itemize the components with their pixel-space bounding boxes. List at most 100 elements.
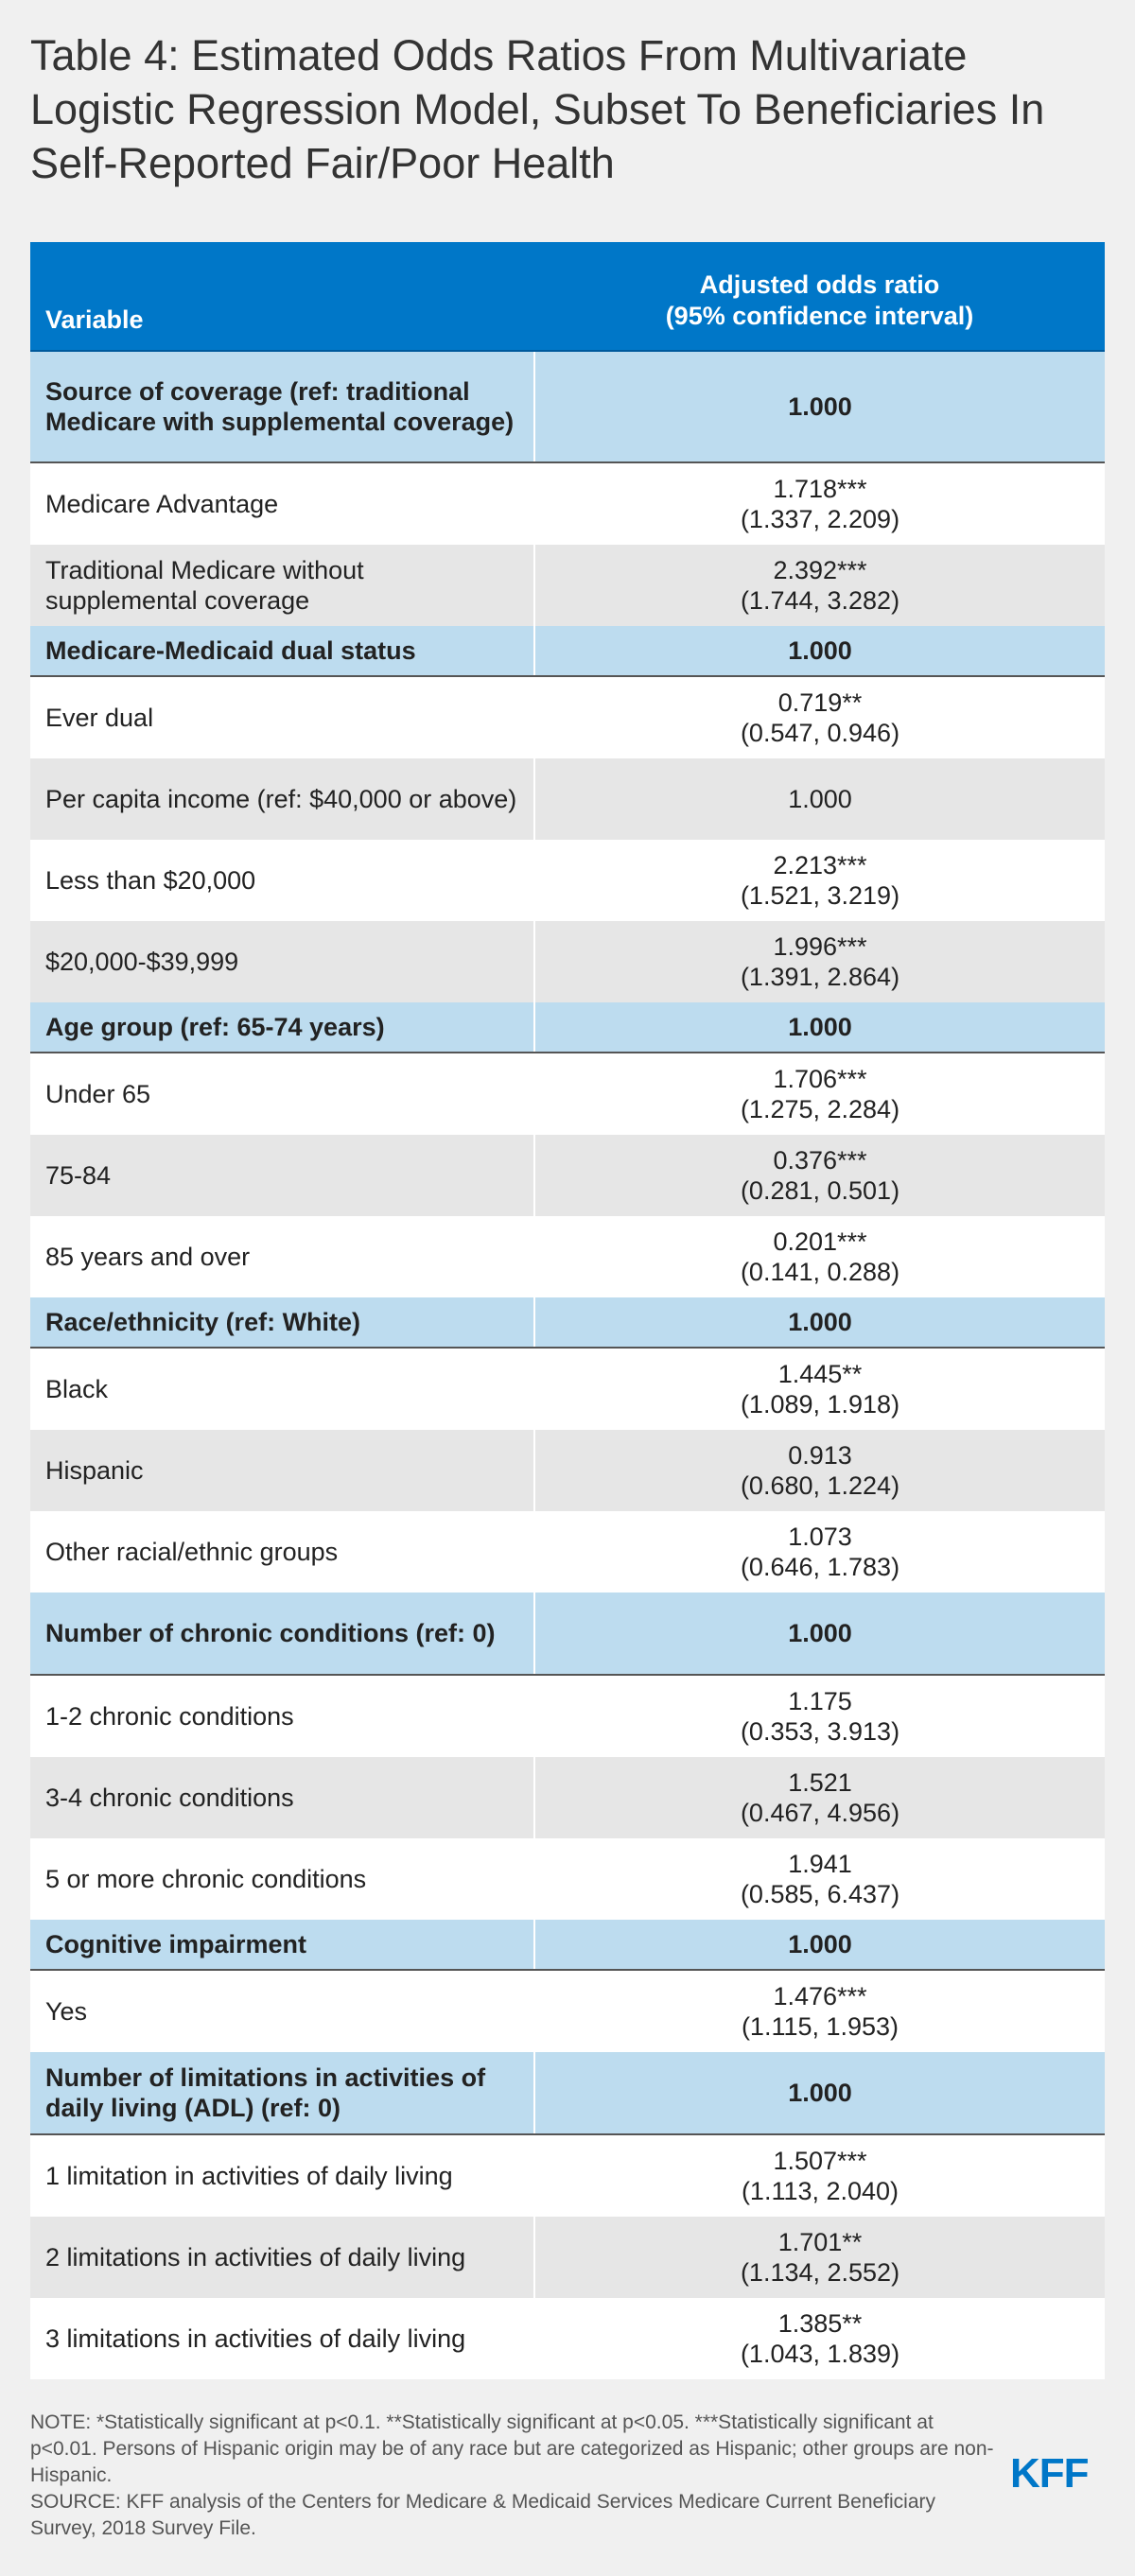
row-odds-ratio-cell: 1.073 (0.646, 1.783) xyxy=(533,1511,1105,1593)
row-label: Medicare-Medicaid dual status xyxy=(30,626,534,677)
confidence-interval: (0.585, 6.437) xyxy=(740,1880,900,1908)
table-row: 5 or more chronic conditions 1.941 (0.585,… xyxy=(30,1838,1105,1920)
table-row: Yes 1.476*** (1.115, 1.953) xyxy=(30,1970,1105,2052)
row-label: Race/ethnicity (ref: White) xyxy=(30,1297,534,1349)
odds-ratio-value: 1.175 xyxy=(788,1687,852,1715)
row-label: Cognitive impairment xyxy=(30,1920,534,1971)
table-section-row: Age group (ref: 65-74 years) 1.000 xyxy=(30,1002,1105,1053)
confidence-interval: (0.141, 0.288) xyxy=(740,1258,900,1286)
confidence-interval: (0.646, 1.783) xyxy=(740,1553,900,1581)
odds-ratio-value: 1.996*** xyxy=(773,932,867,961)
confidence-interval: (1.134, 2.552) xyxy=(740,2258,900,2287)
table-section-row: Source of coverage (ref: traditional Med… xyxy=(30,351,1105,463)
table-row: Medicare Advantage 1.718*** (1.337, 2.209) xyxy=(30,462,1105,545)
row-label: Age group (ref: 65-74 years) xyxy=(30,1002,534,1053)
confidence-interval: (0.467, 4.956) xyxy=(740,1799,900,1827)
row-odds-ratio-cell: 2.213*** (1.521, 3.219) xyxy=(533,840,1105,921)
row-label: Ever dual xyxy=(30,676,534,758)
table-row: Ever dual 0.719** (0.547, 0.946) xyxy=(30,676,1105,758)
row-odds-ratio-cell: 1.521 (0.467, 4.956) xyxy=(533,1757,1105,1838)
row-label: 1-2 chronic conditions xyxy=(30,1675,534,1757)
table-section-row: Medicare-Medicaid dual status 1.000 xyxy=(30,626,1105,677)
page-title: Table 4: Estimated Odds Ratios From Mult… xyxy=(30,31,1045,187)
odds-ratio-value: 1.000 xyxy=(788,1308,852,1336)
row-label: Number of chronic conditions (ref: 0) xyxy=(30,1593,534,1676)
odds-ratio-value: 1.507*** xyxy=(773,2147,867,2175)
confidence-interval: (0.281, 0.501) xyxy=(740,1176,900,1205)
confidence-interval: (1.391, 2.864) xyxy=(740,963,900,991)
table-row: Under 65 1.706*** (1.275, 2.284) xyxy=(30,1053,1105,1135)
row-label: Number of limitations in activities of d… xyxy=(30,2052,534,2135)
confidence-interval: (1.275, 2.284) xyxy=(740,1095,900,1123)
row-odds-ratio-cell: 1.476*** (1.115, 1.953) xyxy=(533,1970,1105,2052)
table-row: $20,000-$39,999 1.996*** (1.391, 2.864) xyxy=(30,921,1105,1002)
odds-ratio-value: 1.706*** xyxy=(773,1065,867,1093)
table-row: Per capita income (ref: $40,000 or above… xyxy=(30,758,1105,840)
row-label: Traditional Medicare without supplementa… xyxy=(30,545,534,626)
row-odds-ratio-cell: 1.385** (1.043, 1.839) xyxy=(533,2298,1105,2379)
row-label: 75-84 xyxy=(30,1135,534,1216)
confidence-interval: (1.337, 2.209) xyxy=(740,505,900,533)
odds-ratio-value: 0.719** xyxy=(777,688,863,717)
header-variable: Variable xyxy=(30,242,534,352)
row-label: 5 or more chronic conditions xyxy=(30,1838,534,1920)
odds-ratio-value: 1.000 xyxy=(788,785,852,813)
odds-ratio-value: 1.476*** xyxy=(773,1982,867,2010)
odds-ratio-table: Variable Adjusted odds ratio (95% confid… xyxy=(30,242,1105,2379)
table-section-row: Cognitive impairment 1.000 xyxy=(30,1920,1105,1971)
row-odds-ratio-cell: 1.996*** (1.391, 2.864) xyxy=(533,921,1105,1002)
row-odds-ratio-cell: 0.719** (0.547, 0.946) xyxy=(533,676,1105,758)
odds-ratio-value: 1.000 xyxy=(788,1930,852,1958)
confidence-interval: (1.089, 1.918) xyxy=(740,1390,900,1419)
table-row: 1 limitation in activities of daily livi… xyxy=(30,2134,1105,2217)
table-row: Other racial/ethnic groups 1.073 (0.646, 1… xyxy=(30,1511,1105,1593)
odds-ratio-value: 1.385** xyxy=(777,2309,863,2338)
row-odds-ratio-cell: 1.000 xyxy=(533,1593,1105,1676)
row-odds-ratio-cell: 0.376*** (0.281, 0.501) xyxy=(533,1135,1105,1216)
row-odds-ratio-cell: 1.000 xyxy=(533,758,1105,840)
row-odds-ratio-cell: 1.000 xyxy=(533,351,1105,463)
table-row: 3-4 chronic conditions 1.521 (0.467, 4.956… xyxy=(30,1757,1105,1838)
odds-ratio-value: 0.201*** xyxy=(773,1227,867,1256)
table-row: 85 years and over 0.201*** (0.141, 0.288) xyxy=(30,1216,1105,1297)
row-odds-ratio-cell: 1.000 xyxy=(533,1002,1105,1053)
row-odds-ratio-cell: 1.941 (0.585, 6.437) xyxy=(533,1838,1105,1920)
row-odds-ratio-cell: 2.392*** (1.744, 3.282) xyxy=(533,545,1105,626)
table-section-row: Number of limitations in activities of d… xyxy=(30,2052,1105,2135)
table-row: 1-2 chronic conditions 1.175 (0.353, 3.913… xyxy=(30,1675,1105,1757)
row-odds-ratio-cell: 1.000 xyxy=(533,2052,1105,2135)
row-odds-ratio-cell: 1.507*** (1.113, 2.040) xyxy=(533,2134,1105,2217)
odds-ratio-value: 1.000 xyxy=(788,1619,852,1647)
table-notes: NOTE: *Statistically significant at p<0.… xyxy=(30,2410,995,2542)
row-odds-ratio-cell: 1.445** (1.089, 1.918) xyxy=(533,1348,1105,1430)
odds-ratio-value: 2.213*** xyxy=(773,851,867,879)
odds-ratio-value: 1.701** xyxy=(777,2228,863,2256)
confidence-interval: (0.353, 3.913) xyxy=(740,1717,900,1746)
row-label: Medicare Advantage xyxy=(30,462,534,545)
note-text: NOTE: *Statistically significant at p<0.… xyxy=(30,2411,994,2486)
header-adjusted-odds-ratio: Adjusted odds ratio (95% confidence inte… xyxy=(534,242,1105,352)
header-value-line1: Adjusted odds ratio xyxy=(699,270,940,299)
odds-ratio-value: 1.000 xyxy=(788,636,852,665)
row-label: $20,000-$39,999 xyxy=(30,921,534,1002)
odds-ratio-value: 2.392*** xyxy=(773,556,867,584)
row-label: Black xyxy=(30,1348,534,1430)
odds-ratio-value: 0.913 xyxy=(788,1441,852,1470)
source-text: SOURCE: KFF analysis of the Centers for … xyxy=(30,2491,936,2539)
row-odds-ratio-cell: 1.175 (0.353, 3.913) xyxy=(533,1675,1105,1757)
row-label: 2 limitations in activities of daily liv… xyxy=(30,2217,534,2298)
row-label: Source of coverage (ref: traditional Med… xyxy=(30,351,534,463)
kff-logo: KFF xyxy=(1010,2450,1090,2497)
row-label: 3 limitations in activities of daily liv… xyxy=(30,2298,534,2379)
table-row: 2 limitations in activities of daily liv… xyxy=(30,2217,1105,2298)
row-odds-ratio-cell: 1.718*** (1.337, 2.209) xyxy=(533,462,1105,545)
row-odds-ratio-cell: 1.000 xyxy=(533,626,1105,677)
odds-ratio-value: 1.718*** xyxy=(773,475,867,503)
row-odds-ratio-cell: 1.701** (1.134, 2.552) xyxy=(533,2217,1105,2298)
row-label: Hispanic xyxy=(30,1430,534,1511)
table-row: 75-84 0.376*** (0.281, 0.501) xyxy=(30,1135,1105,1216)
odds-ratio-value: 1.000 xyxy=(788,2079,852,2107)
odds-ratio-value: 1.000 xyxy=(788,392,852,421)
row-odds-ratio-cell: 1.000 xyxy=(533,1920,1105,1971)
table-header-row: Variable Adjusted odds ratio (95% confid… xyxy=(30,242,1105,352)
